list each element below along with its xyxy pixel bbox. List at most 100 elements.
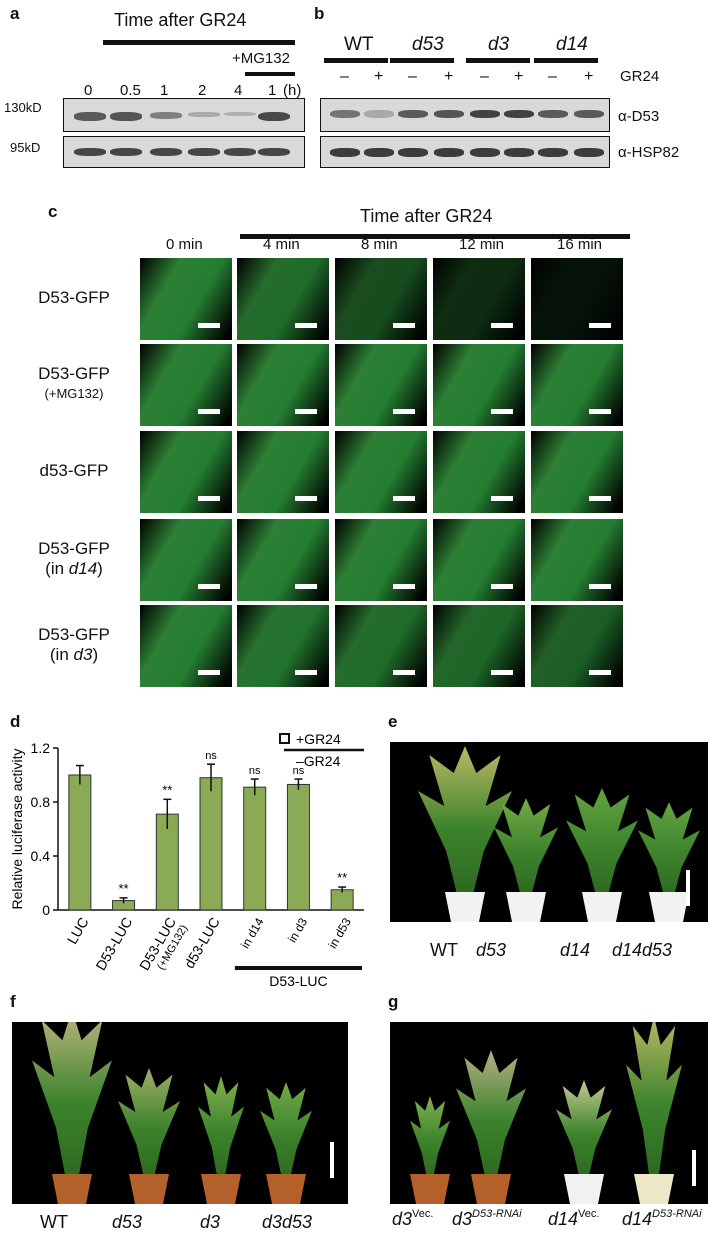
treatment-sign: + (444, 68, 454, 85)
significance-label: ns (293, 765, 305, 777)
luciferase-chart: 0 0.4 0.8 1.2 Relative luciferase activity LU… (9, 731, 364, 989)
row-label-line1: D53-GFP (38, 288, 110, 307)
foliage (32, 1022, 112, 1178)
category-label-line: d53-LUC (181, 915, 223, 972)
micrograph (140, 431, 232, 513)
band (150, 112, 182, 119)
genotype-label: d14Vec. (548, 1208, 599, 1230)
micrograph (335, 344, 427, 426)
marker-130kd: 130kD (4, 100, 42, 115)
photo-g (390, 1022, 708, 1204)
panel-c-header-line (240, 234, 630, 239)
genotype-line (534, 58, 598, 63)
band (74, 148, 106, 156)
timepoint-label: 8 min (361, 236, 398, 253)
category-label: D53-LUC (92, 915, 135, 974)
micrograph (140, 605, 232, 687)
row-label-genotype: d14 (68, 559, 98, 578)
micrograph (140, 258, 232, 340)
panel-c-label: c (48, 202, 58, 221)
antibody-hsp82: α-HSP82 (618, 144, 680, 161)
band (74, 112, 106, 121)
pot (52, 1174, 92, 1204)
bar (286, 783, 310, 911)
treatment-sign: – (408, 68, 417, 85)
scale-bar (491, 584, 513, 589)
significance-label: ** (162, 782, 172, 797)
genotype-line (324, 58, 388, 63)
scale-bar-g (692, 1150, 696, 1186)
genotype-label: d14d53 (612, 940, 673, 960)
genotype-label: d14 (560, 940, 591, 960)
pot (266, 1174, 306, 1204)
category-label: d53-LUC (181, 915, 223, 972)
micrograph (335, 431, 427, 513)
foliage (556, 1080, 612, 1178)
scale-bar-f (330, 1142, 334, 1178)
plant (32, 1022, 112, 1204)
plant (410, 1094, 450, 1204)
band (538, 110, 568, 118)
band (398, 148, 428, 157)
micrograph (433, 519, 525, 601)
category-label-line: in d14 (238, 915, 267, 951)
micrograph (237, 431, 329, 513)
genotype-sup: D53-RNAi (652, 1208, 702, 1220)
genotype-label: d53 (476, 940, 507, 960)
row-label-line1: D53-GFP (38, 364, 110, 383)
band (188, 148, 220, 156)
foliage (410, 1096, 450, 1178)
y-tick-label: 1.2 (31, 740, 51, 756)
panel-b-treatment-label: GR24 (620, 68, 660, 85)
time-label: 4 (234, 82, 243, 99)
row-label-line2: (in d14) (45, 559, 103, 578)
scale-bar (589, 409, 611, 414)
row-label-line1: D53-GFP (38, 539, 110, 558)
genotype-base: d3 (392, 1209, 413, 1229)
band (224, 112, 256, 117)
band (364, 148, 394, 157)
genotype-sup: Vec. (578, 1208, 600, 1220)
marker-95kd: 95kD (10, 140, 41, 155)
panel-g-label: g (388, 992, 399, 1011)
plant (456, 1048, 526, 1204)
panel-d-label: d (10, 712, 21, 731)
foliage (566, 788, 638, 896)
micrograph (237, 519, 329, 601)
band (188, 112, 220, 117)
plant (638, 800, 700, 922)
pot (634, 1174, 674, 1204)
scale-bar-e (686, 870, 690, 906)
genotype-label: d53 (412, 34, 444, 55)
band (110, 112, 142, 121)
category-label-line: in d53 (325, 915, 354, 951)
pot (445, 892, 485, 922)
time-label: 0 (84, 82, 93, 99)
foliage (494, 798, 558, 896)
genotype-label: d14 (556, 34, 588, 55)
micrograph (433, 605, 525, 687)
genotype-base: d14 (622, 1209, 653, 1229)
scale-bar (393, 670, 415, 675)
plant (418, 744, 512, 922)
plant (494, 796, 558, 922)
plant (556, 1078, 612, 1204)
group-label: D53-LUC (269, 973, 327, 989)
micrograph (531, 344, 623, 426)
micrograph (531, 258, 623, 340)
band (258, 148, 290, 156)
scale-bar (393, 584, 415, 589)
plant (626, 1022, 682, 1204)
category-label: in d53 (325, 915, 354, 951)
scale-bar (589, 496, 611, 501)
treatment-sign: + (374, 68, 384, 85)
panel-b-label: b (314, 4, 325, 23)
micrograph (140, 519, 232, 601)
bar (330, 889, 354, 911)
genotype-line (466, 58, 530, 63)
treatment-sign: – (548, 68, 557, 85)
scale-bar (589, 323, 611, 328)
category-label: LUC (64, 915, 92, 947)
row-label: D53-GFP (in d3) (14, 625, 134, 665)
foliage (626, 1022, 682, 1178)
